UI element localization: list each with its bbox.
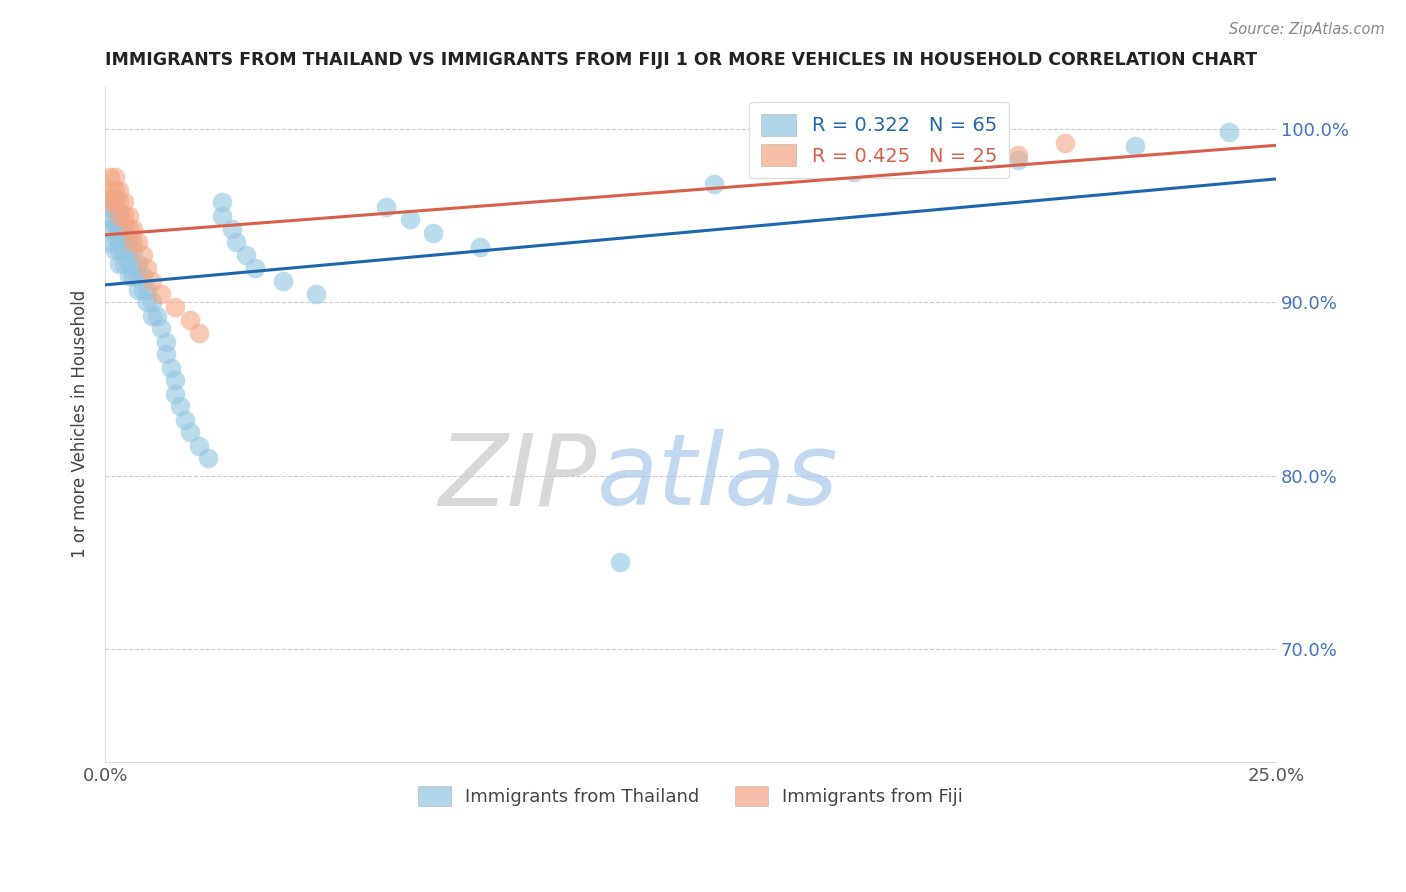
Y-axis label: 1 or more Vehicles in Household: 1 or more Vehicles in Household: [72, 290, 89, 558]
Point: [98, 212, 121, 227]
Point: [131, 248, 153, 262]
Point: [1054, 136, 1077, 150]
Point: [243, 260, 266, 275]
Point: [165, 387, 187, 401]
Point: [108, 194, 131, 209]
Point: [422, 226, 444, 240]
Point: [155, 335, 177, 350]
Point: [136, 295, 159, 310]
Point: [98, 170, 121, 185]
Point: [112, 257, 135, 271]
Point: [103, 229, 125, 244]
Point: [136, 260, 159, 275]
Point: [127, 283, 149, 297]
Point: [468, 240, 491, 254]
Point: [211, 209, 233, 223]
Point: [103, 183, 125, 197]
Point: [112, 217, 135, 231]
Point: [103, 191, 125, 205]
Point: [221, 222, 243, 236]
Point: [108, 257, 131, 271]
Point: [155, 347, 177, 361]
Point: [398, 212, 420, 227]
Point: [169, 399, 191, 413]
Legend: Immigrants from Thailand, Immigrants from Fiji: Immigrants from Thailand, Immigrants fro…: [411, 779, 970, 814]
Point: [98, 183, 121, 197]
Point: [122, 269, 145, 284]
Point: [127, 269, 149, 284]
Point: [117, 269, 139, 284]
Point: [112, 229, 135, 244]
Point: [179, 425, 201, 440]
Point: [127, 257, 149, 271]
Text: ZIP: ZIP: [439, 429, 598, 526]
Point: [131, 269, 153, 284]
Point: [271, 275, 294, 289]
Point: [703, 178, 725, 192]
Point: [117, 209, 139, 223]
Point: [141, 275, 163, 289]
Point: [165, 373, 187, 387]
Point: [108, 183, 131, 197]
Point: [117, 257, 139, 271]
Point: [141, 309, 163, 323]
Point: [1218, 125, 1240, 139]
Point: [197, 451, 219, 466]
Point: [235, 248, 257, 262]
Text: IMMIGRANTS FROM THAILAND VS IMMIGRANTS FROM FIJI 1 OR MORE VEHICLES IN HOUSEHOLD: IMMIGRANTS FROM THAILAND VS IMMIGRANTS F…: [105, 51, 1257, 69]
Point: [165, 301, 187, 315]
Text: Source: ZipAtlas.com: Source: ZipAtlas.com: [1229, 22, 1385, 37]
Point: [211, 194, 233, 209]
Point: [122, 257, 145, 271]
Point: [1007, 153, 1029, 167]
Point: [98, 194, 121, 209]
Point: [98, 222, 121, 236]
Point: [609, 555, 631, 569]
Point: [112, 209, 135, 223]
Point: [112, 244, 135, 258]
Point: [150, 321, 173, 335]
Point: [187, 439, 209, 453]
Point: [173, 413, 195, 427]
Point: [131, 283, 153, 297]
Point: [141, 295, 163, 310]
Point: [117, 229, 139, 244]
Point: [98, 235, 121, 249]
Point: [98, 191, 121, 205]
Point: [225, 235, 247, 249]
Point: [305, 286, 328, 301]
Point: [108, 205, 131, 219]
Point: [108, 244, 131, 258]
Point: [145, 309, 167, 323]
Point: [844, 165, 866, 179]
Point: [108, 217, 131, 231]
Point: [103, 194, 125, 209]
Point: [103, 170, 125, 185]
Point: [150, 286, 173, 301]
Point: [1007, 148, 1029, 162]
Point: [103, 205, 125, 219]
Point: [103, 217, 125, 231]
Point: [108, 229, 131, 244]
Point: [122, 235, 145, 249]
Point: [112, 194, 135, 209]
Point: [122, 222, 145, 236]
Point: [375, 200, 398, 214]
Point: [159, 361, 181, 376]
Point: [179, 312, 201, 326]
Point: [187, 326, 209, 341]
Text: atlas: atlas: [598, 429, 838, 526]
Point: [1125, 139, 1147, 153]
Point: [117, 244, 139, 258]
Point: [136, 283, 159, 297]
Point: [103, 244, 125, 258]
Point: [98, 200, 121, 214]
Point: [117, 222, 139, 236]
Point: [108, 209, 131, 223]
Point: [122, 244, 145, 258]
Point: [127, 235, 149, 249]
